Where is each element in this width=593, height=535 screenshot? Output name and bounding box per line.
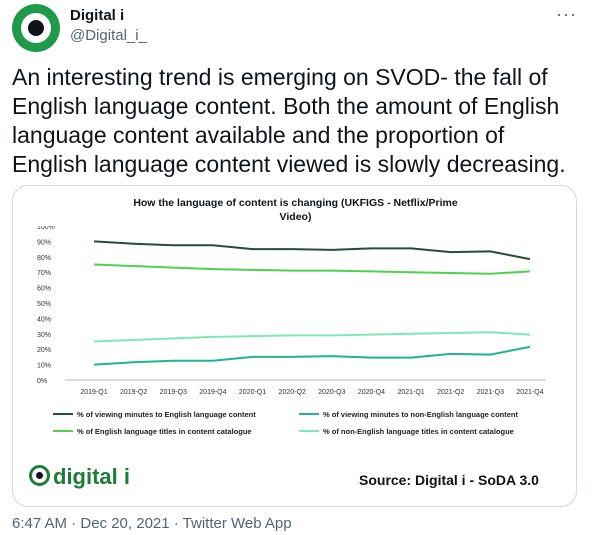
media-card[interactable]: How the language of content is changing … — [12, 185, 577, 507]
user-handle[interactable]: @Digital_i_ — [70, 27, 147, 44]
x-tick-label: 2020-Q2 — [279, 389, 306, 396]
avatar-logo-ring — [21, 13, 51, 43]
y-tick-label: 100% — [37, 226, 55, 231]
chart-title: How the language of content is changing … — [13, 196, 576, 224]
x-tick-label: 2020-Q3 — [318, 389, 345, 396]
x-tick-label: 2021-Q3 — [477, 389, 504, 396]
y-tick-label: 50% — [37, 301, 51, 308]
legend-label: % of viewing minutes to non-English lang… — [323, 410, 519, 419]
y-tick-label: 80% — [37, 255, 51, 262]
series-line-3 — [93, 263, 531, 275]
y-tick-label: 20% — [37, 347, 51, 354]
x-tick-label: 2019-Q2 — [120, 389, 147, 396]
logo-text: digital i — [53, 464, 130, 489]
legend-label: % of non-English language titles in cont… — [323, 427, 514, 436]
x-tick-label: 2021-Q1 — [397, 389, 424, 396]
display-name[interactable]: Digital i — [70, 7, 125, 24]
y-tick-label: 60% — [37, 286, 51, 293]
x-tick-label: 2020-Q4 — [358, 389, 385, 396]
x-tick-label: 2021-Q4 — [516, 389, 543, 396]
x-tick-label: 2019-Q3 — [160, 389, 187, 396]
chart-title-line1: How the language of content is changing … — [133, 197, 458, 209]
source-label: Source: Digital i - SoDA 3.0 — [359, 472, 539, 488]
tweet-text: An interesting trend is emerging on SVOD… — [12, 64, 566, 177]
y-tick-label: 0% — [37, 378, 47, 385]
y-tick-label: 70% — [37, 270, 51, 277]
x-tick-label: 2019-Q4 — [199, 389, 226, 396]
y-tick-label: 40% — [37, 316, 51, 323]
x-tick-label: 2020-Q1 — [239, 389, 266, 396]
y-tick-label: 10% — [37, 363, 51, 370]
line-chart: 0% 10% 20% 30% 40% 50% 60% 70% 80% 90% 100% 2019-Q1… — [37, 226, 546, 436]
series-line-2 — [93, 345, 531, 366]
tweet-timestamp[interactable]: 6:47 AM · Dec 20, 2021 · Twitter Web App — [12, 515, 292, 532]
digital-i-logo: digital i — [29, 464, 130, 490]
legend-label: % of viewing minutes to English language… — [77, 410, 256, 419]
series-line-1 — [93, 240, 531, 261]
x-tick-label: 2019-Q1 — [80, 389, 107, 396]
more-options-icon[interactable]: ··· — [556, 4, 577, 24]
series-line-4 — [93, 331, 531, 343]
y-tick-label: 90% — [37, 239, 51, 246]
y-tick-label: 30% — [37, 332, 51, 339]
avatar[interactable] — [12, 4, 60, 52]
x-tick-label: 2021-Q2 — [437, 389, 464, 396]
avatar-logo-dot — [28, 20, 44, 36]
legend-label: % of English language titles in content … — [77, 427, 252, 436]
chart-title-line2: Video) — [279, 211, 312, 223]
logo-mark-icon — [29, 465, 50, 486]
